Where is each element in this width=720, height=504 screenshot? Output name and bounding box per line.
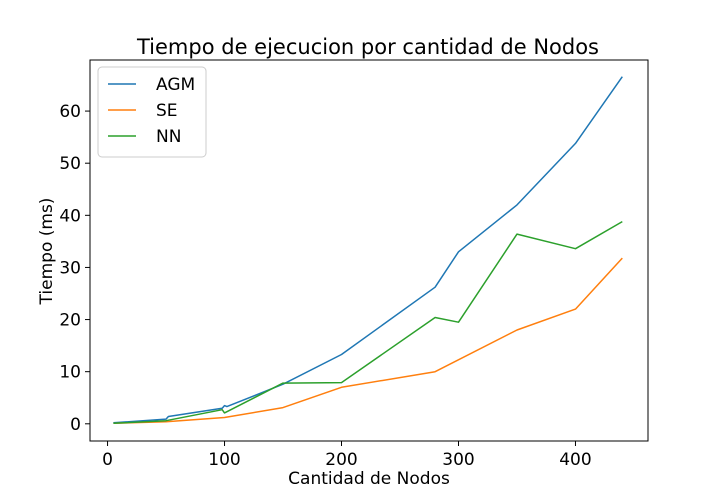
y-tick-label: 60 (59, 102, 81, 122)
x-tick-label: 400 (559, 450, 591, 470)
chart-title: Tiempo de ejecucion por cantidad de Nodo… (136, 35, 599, 59)
y-tick-label: 10 (59, 363, 81, 383)
y-axis-label: Tiempo (ms) (37, 198, 57, 306)
legend-label-se: SE (156, 101, 178, 121)
x-tick-label: 300 (442, 450, 474, 470)
legend-box (97, 66, 207, 158)
y-tick-label: 0 (70, 415, 81, 435)
x-tick-label: 200 (325, 450, 357, 470)
x-tick-label: 0 (102, 450, 113, 470)
x-tick-label: 100 (208, 450, 240, 470)
legend-label-agm: AGM (156, 75, 195, 95)
series-line-se (113, 257, 623, 425)
series-line-nn (113, 220, 623, 425)
legend: AGM SE NN (97, 66, 207, 158)
y-tick-label: 20 (59, 311, 81, 331)
y-tick-label: 40 (59, 206, 81, 226)
plot-frame (89, 59, 649, 442)
y-tick-label: 30 (59, 258, 81, 278)
y-axis: 0 10 20 30 40 50 60 (59, 102, 90, 435)
x-axis: 0 100 200 300 400 (102, 441, 592, 470)
series-line-agm (113, 76, 623, 424)
x-axis-label: Cantidad de Nodos (288, 469, 450, 489)
legend-label-nn: NN (156, 127, 181, 147)
plot-lines (113, 76, 623, 425)
y-tick-label: 50 (59, 154, 81, 174)
